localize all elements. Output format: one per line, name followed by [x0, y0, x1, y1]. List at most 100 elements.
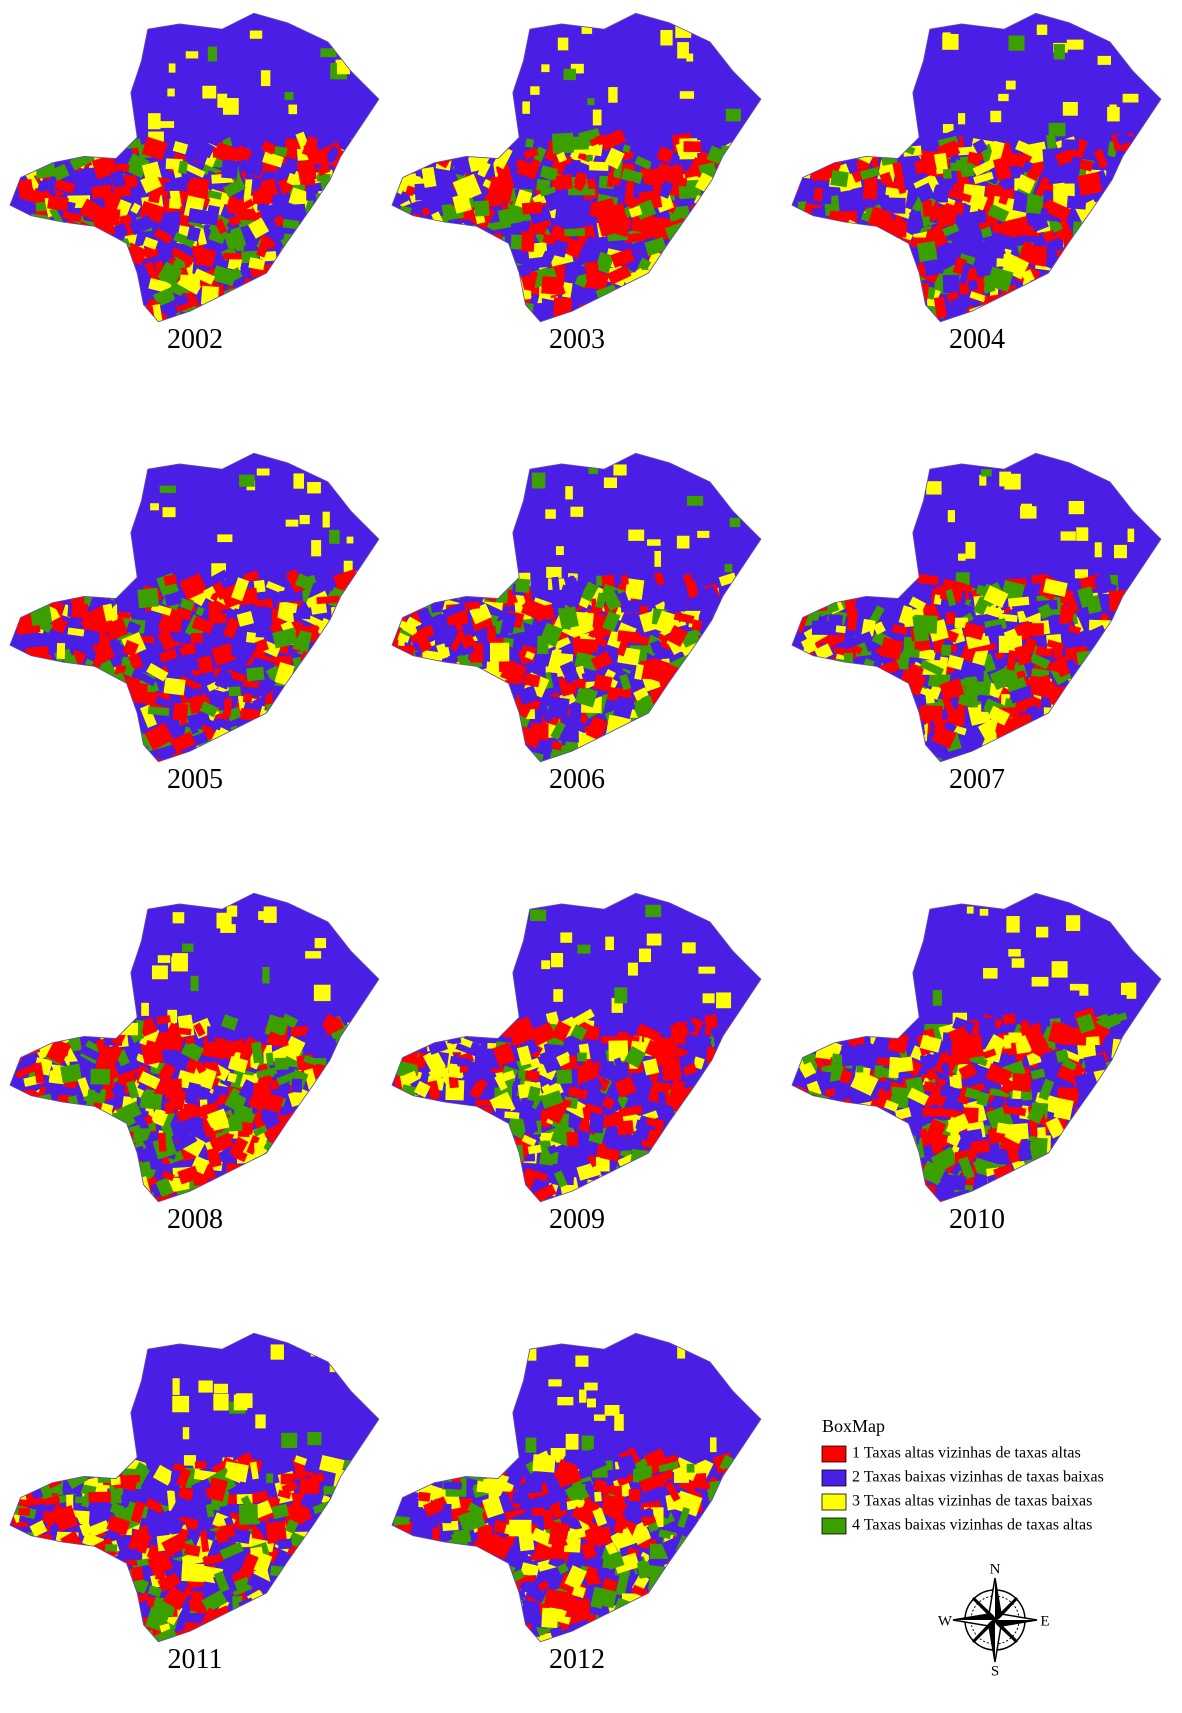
municipality-patch: [901, 1195, 922, 1214]
municipality-patch: [1126, 1064, 1145, 1080]
municipality-patch: [318, 1184, 338, 1204]
municipality-patch: [807, 1164, 817, 1175]
municipality-patch: [429, 143, 441, 152]
municipality-patch: [350, 1182, 372, 1200]
municipality-patch: [678, 317, 688, 329]
municipality-patch: [1121, 315, 1141, 334]
municipality-patch: [238, 1200, 257, 1216]
municipality-patch: [719, 1193, 735, 1206]
municipality-patch: [1098, 1195, 1116, 1211]
municipality-patch: [1095, 297, 1113, 316]
municipality-patch: [812, 297, 825, 319]
municipality-patch: [317, 288, 332, 303]
municipality-patch: [684, 1192, 704, 1210]
municipality-patch: [812, 140, 823, 156]
municipality-patch: [503, 750, 520, 765]
municipality-patch: [275, 1172, 285, 1184]
municipality-patch: [424, 1148, 445, 1158]
municipality-patch: [340, 291, 356, 305]
municipality-patch: [829, 140, 853, 159]
municipality-patch: [713, 246, 734, 269]
municipality-patch: [818, 242, 831, 259]
municipality-patch: [353, 688, 372, 703]
municipality-patch: [315, 1117, 338, 1130]
municipality-patch: [287, 755, 306, 775]
municipality-patch: [30, 1143, 56, 1167]
municipality-patch: [400, 741, 425, 764]
municipality-patch: [742, 295, 758, 303]
municipality-patch: [1080, 758, 1092, 779]
municipality-patch: [40, 578, 61, 601]
municipality-patch: [608, 87, 617, 103]
municipality-patch: [675, 284, 691, 305]
municipality-patch: [295, 1159, 318, 1178]
municipality-patch: [736, 283, 748, 293]
municipality-patch: [793, 142, 818, 164]
municipality-patch: [428, 1147, 439, 1156]
municipality-patch: [94, 708, 117, 720]
municipality-patch: [1126, 218, 1135, 226]
municipality-patch: [487, 314, 500, 335]
municipality-patch: [1137, 653, 1161, 672]
municipality-patch: [236, 726, 261, 747]
municipality-patch: [335, 617, 348, 633]
municipality-patch: [482, 277, 491, 285]
municipality-patch: [819, 265, 834, 287]
municipality-patch: [441, 276, 456, 288]
municipality-patch: [281, 1197, 305, 1217]
municipality-patch: [884, 747, 905, 771]
municipality-patch: [677, 536, 690, 549]
municipality-patch: [1081, 296, 1089, 313]
municipality-patch: [309, 315, 324, 335]
municipality-patch: [308, 665, 327, 688]
municipality-patch: [1081, 740, 1100, 759]
municipality-patch: [36, 1127, 47, 1146]
municipality-patch: [18, 754, 33, 771]
municipality-patch: [789, 1159, 813, 1182]
municipality-patch: [659, 257, 667, 266]
municipality-patch: [849, 308, 859, 330]
municipality-patch: [604, 478, 617, 488]
municipality-patch: [1109, 1094, 1119, 1107]
municipality-patch: [29, 602, 52, 626]
municipality-patch: [1012, 958, 1025, 967]
municipality-patch: [1005, 735, 1033, 761]
municipality-patch: [799, 720, 823, 738]
municipality-patch: [1114, 214, 1138, 237]
municipality-patch: [292, 253, 312, 276]
municipality-patch: [856, 1128, 867, 1139]
municipality-patch: [977, 669, 984, 681]
municipality-patch: [1133, 655, 1147, 676]
municipality-patch: [1008, 35, 1024, 50]
municipality-patch: [841, 703, 853, 724]
municipality-patch: [635, 288, 656, 304]
municipality-patch: [99, 304, 113, 317]
municipality-patch: [354, 1062, 368, 1078]
municipality-patch: [117, 1198, 132, 1220]
municipality-patch: [1137, 714, 1154, 729]
municipality-patch: [282, 749, 305, 766]
municipality-patch: [107, 1131, 129, 1150]
municipality-patch: [281, 1433, 297, 1448]
municipality-patch: [78, 1465, 99, 1478]
municipality-patch: [1130, 276, 1147, 296]
municipality-patch: [846, 240, 867, 256]
municipality-patch: [277, 691, 299, 706]
municipality-patch: [1052, 961, 1068, 977]
municipality-patch: [1134, 592, 1146, 613]
municipality-patch: [613, 464, 626, 475]
municipality-patch: [522, 202, 542, 215]
municipality-patch: [483, 730, 508, 753]
municipality-patch: [732, 1074, 743, 1085]
municipality-patch: [97, 1156, 108, 1166]
municipality-patch: [334, 175, 344, 193]
municipality-patch: [230, 1178, 244, 1196]
municipality-patch: [1062, 730, 1077, 750]
municipality-patch: [1137, 656, 1155, 670]
municipality-patch: [155, 759, 165, 777]
municipality-patch: [483, 140, 502, 158]
municipality-patch: [860, 675, 883, 697]
municipality-patch: [225, 1173, 248, 1188]
municipality-patch: [901, 287, 919, 303]
municipality-patch: [573, 136, 589, 149]
